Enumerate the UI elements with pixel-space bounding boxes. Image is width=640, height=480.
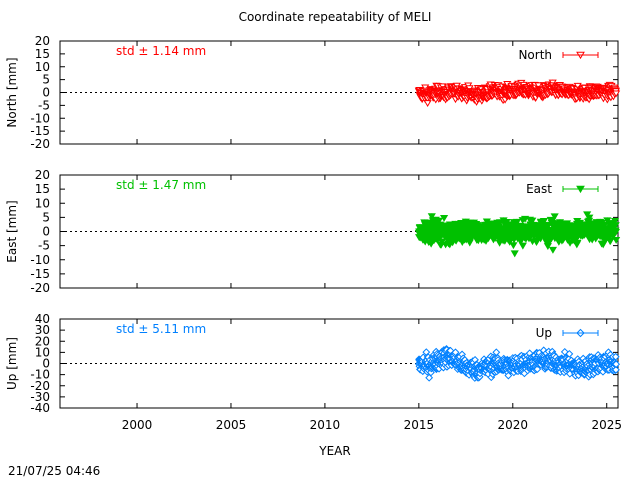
data-point [548, 246, 557, 254]
data-point [612, 236, 621, 244]
y-tick-label: -20 [30, 379, 50, 393]
y-tick-label: 20 [35, 168, 50, 182]
data-point [585, 214, 594, 222]
data-point [573, 239, 582, 247]
x-tick-label: 2025 [591, 418, 622, 432]
y-tick-label: 0 [42, 225, 50, 239]
data-point [427, 213, 436, 221]
legend-marker [576, 328, 585, 338]
x-tick-label: 2005 [216, 418, 247, 432]
y-tick-label: -15 [30, 124, 50, 138]
data-point [611, 228, 620, 236]
y-tick-label: 40 [35, 312, 50, 326]
y-tick-label: -5 [38, 98, 50, 112]
series-up [414, 344, 621, 382]
std-label: std ± 1.47 mm [116, 178, 206, 192]
y-tick-label: 5 [42, 210, 50, 224]
data-point [528, 217, 537, 225]
data-point [434, 218, 443, 226]
y-tick-label: 0 [42, 86, 50, 100]
series-north [414, 79, 621, 107]
legend-label: North [518, 48, 552, 62]
y-tick-label: 20 [35, 34, 50, 48]
x-tick-label: 2010 [310, 418, 341, 432]
data-point [512, 218, 522, 226]
legend-label: Up [536, 326, 552, 340]
y-tick-label: -20 [30, 137, 50, 151]
chart-title: Coordinate repeatability of MELI [239, 10, 432, 24]
y-axis-label: Up [mm] [5, 337, 19, 390]
y-tick-label: 20 [35, 334, 50, 348]
y-tick-label: -40 [30, 401, 50, 415]
data-point [427, 240, 436, 248]
y-tick-label: -10 [30, 111, 50, 125]
std-label: std ± 5.11 mm [116, 322, 206, 336]
y-tick-label: 0 [42, 357, 50, 371]
series-east [414, 211, 621, 258]
data-point [518, 242, 527, 250]
data-point [550, 213, 559, 221]
x-tick-label: 2020 [498, 418, 529, 432]
y-tick-label: -10 [30, 368, 50, 382]
data-point [510, 250, 519, 258]
y-tick-label: 15 [35, 182, 50, 196]
data-point [610, 218, 620, 225]
y-tick-label: -15 [30, 267, 50, 281]
data-point [539, 218, 549, 225]
y-tick-label: -5 [38, 239, 50, 253]
y-tick-label: -10 [30, 253, 50, 267]
y-tick-label: 10 [35, 196, 50, 210]
y-tick-label: -30 [30, 390, 50, 404]
std-label: std ± 1.14 mm [116, 44, 206, 58]
legend-marker [576, 185, 585, 194]
data-point [425, 373, 434, 382]
legend-marker [576, 51, 585, 60]
data-point [440, 214, 449, 222]
data-point [451, 348, 460, 357]
x-tick-label: 2000 [122, 418, 153, 432]
y-axis-label: North [mm] [5, 57, 19, 127]
y-tick-label: -20 [30, 281, 50, 295]
data-point [509, 242, 518, 250]
data-point [543, 222, 552, 230]
legend-label: East [526, 182, 552, 196]
data-point [606, 238, 615, 245]
x-tick-label: 2015 [404, 418, 435, 432]
data-point [612, 90, 621, 98]
data-point [533, 365, 542, 374]
y-tick-label: 10 [35, 345, 50, 359]
y-tick-label: 10 [35, 60, 50, 74]
data-point [534, 82, 543, 90]
data-point [600, 222, 609, 229]
y-tick-label: 30 [35, 323, 50, 337]
y-tick-label: 5 [42, 73, 50, 87]
y-axis-label: East [mm] [5, 200, 19, 262]
data-point [611, 222, 620, 230]
data-point [492, 348, 501, 357]
data-point [423, 100, 432, 107]
y-tick-label: 15 [35, 47, 50, 61]
